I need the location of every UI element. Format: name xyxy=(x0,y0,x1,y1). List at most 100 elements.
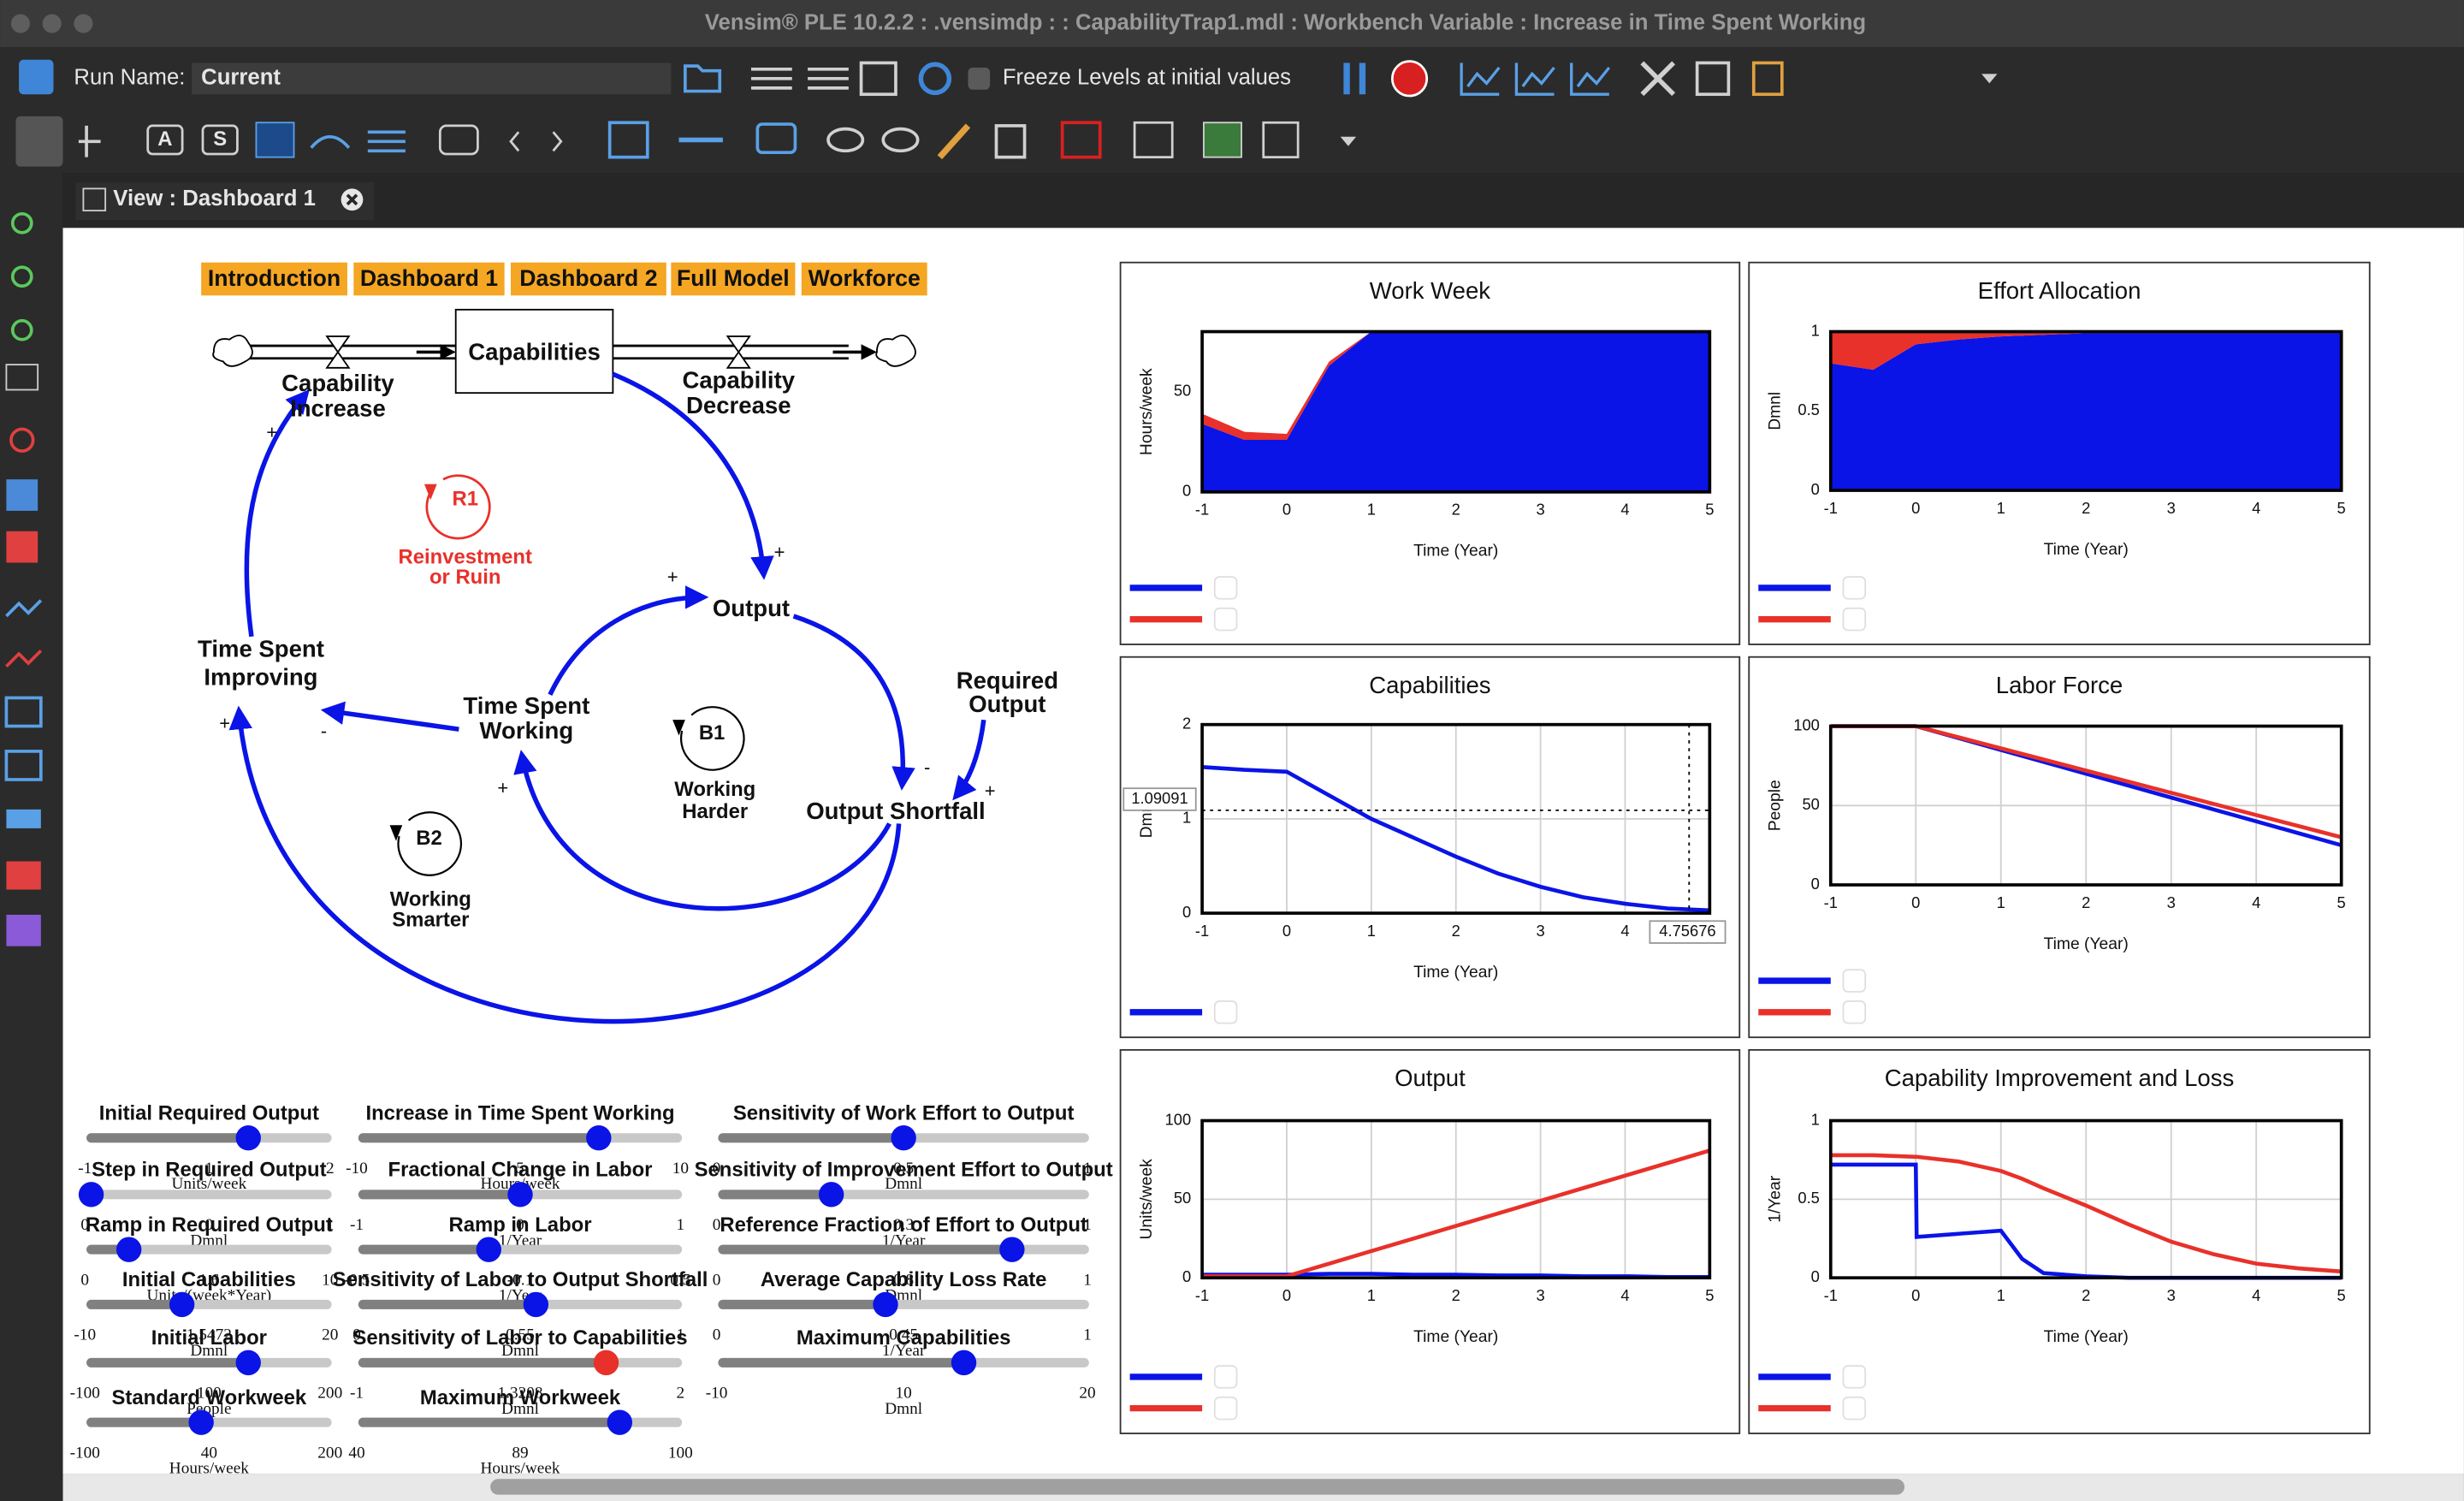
tool-fit[interactable] xyxy=(607,121,649,159)
nav-button[interactable] xyxy=(671,262,796,296)
close-button[interactable] xyxy=(10,14,30,33)
stop-icon[interactable] xyxy=(1390,60,1429,98)
link xyxy=(548,585,709,696)
x-tick-label: 5 xyxy=(1705,501,1714,519)
minimize-button[interactable] xyxy=(42,14,62,33)
slider-thumb[interactable] xyxy=(593,1350,619,1376)
sim-icons[interactable] xyxy=(750,67,849,90)
window-icon[interactable] xyxy=(1695,61,1731,97)
slider-value: 1.5472 xyxy=(187,1326,232,1344)
menu-arrow-2[interactable] xyxy=(1340,136,1357,146)
legend-box xyxy=(1213,576,1238,600)
x-tick-label: 5 xyxy=(2337,1286,2346,1304)
tool-delete[interactable] xyxy=(994,124,1027,159)
slider-max: 1 xyxy=(1083,1271,1092,1289)
setup-icon[interactable] xyxy=(859,61,897,97)
tool-causes[interactable] xyxy=(1133,121,1174,159)
chart-title: Capabilities xyxy=(1369,672,1490,698)
slider-unit: Hours/week xyxy=(169,1460,249,1478)
x-tick-label: 2 xyxy=(2082,1286,2090,1304)
graph-tools[interactable] xyxy=(1460,62,1611,96)
tool-image[interactable] xyxy=(1203,122,1242,158)
slider-label: Sensitivity of Labor to Output Shortfall xyxy=(333,1268,708,1291)
slider-value: 40 xyxy=(201,1444,217,1462)
zoom-button[interactable] xyxy=(74,14,93,33)
tree-icon[interactable] xyxy=(1751,61,1784,97)
scrollbar-thumb[interactable] xyxy=(490,1479,1905,1495)
plot-frame xyxy=(1828,1118,2343,1280)
slider-thumb[interactable] xyxy=(891,1125,916,1151)
x-tick-label: 4 xyxy=(1620,1286,1629,1304)
legend-box xyxy=(1842,969,1867,993)
sidebar xyxy=(0,173,60,1501)
tool-brush[interactable] xyxy=(937,123,971,160)
chart-title: Work Week xyxy=(1370,277,1490,304)
slider-label: Reference Fraction of Effort to Output xyxy=(720,1213,1087,1237)
tool-edit[interactable] xyxy=(1262,121,1300,159)
slider-thumb[interactable] xyxy=(169,1291,195,1318)
sidebar-icons[interactable] xyxy=(4,211,43,946)
slider-label: Initial Labor xyxy=(151,1326,267,1350)
tool-variable[interactable] xyxy=(438,124,479,156)
loop-label: Working xyxy=(674,778,755,801)
x-tick-label: 2 xyxy=(1452,922,1460,940)
slider-min: 0 xyxy=(713,1216,721,1234)
slider-label: Sensitivity of Labor to Capabilities xyxy=(352,1326,687,1350)
nav-button[interactable] xyxy=(510,262,666,296)
nav-button[interactable] xyxy=(801,262,927,296)
nav-button[interactable] xyxy=(201,262,347,296)
freeze-checkbox[interactable] xyxy=(968,67,991,90)
slider-thumb[interactable] xyxy=(476,1237,501,1262)
tool-hide[interactable] xyxy=(881,127,920,153)
open-icon[interactable] xyxy=(684,64,722,93)
tools-icon[interactable] xyxy=(1640,61,1676,97)
tool-graph[interactable] xyxy=(255,122,295,158)
cursor-y-label: 1.09091 xyxy=(1131,789,1188,807)
tool-shadow[interactable] xyxy=(509,131,563,152)
nav-label: Full Model xyxy=(677,265,790,291)
slider-thumb[interactable] xyxy=(507,1182,533,1207)
menu-arrow[interactable] xyxy=(1981,74,1998,84)
legend-box xyxy=(1213,1365,1238,1389)
reset-icon[interactable] xyxy=(918,62,952,96)
loop-label: or Ruin xyxy=(429,566,501,589)
x-tick-label: 3 xyxy=(1536,501,1544,519)
slider-thumb[interactable] xyxy=(999,1237,1025,1262)
tool-equation[interactable] xyxy=(1060,121,1102,159)
tool-eye[interactable] xyxy=(826,127,865,153)
save-icon[interactable] xyxy=(19,59,54,95)
tool-a[interactable] xyxy=(146,124,184,156)
move-icon[interactable] xyxy=(78,125,101,157)
slider-thumb[interactable] xyxy=(951,1350,977,1376)
tool-comment[interactable] xyxy=(755,122,797,154)
slider-thumb[interactable] xyxy=(116,1237,142,1262)
y-tick-label: 2 xyxy=(1182,715,1191,733)
run-name-field[interactable] xyxy=(192,62,672,95)
slider-thumb[interactable] xyxy=(235,1125,261,1151)
x-tick-label: 0 xyxy=(1911,499,1920,517)
nav-button[interactable] xyxy=(353,262,505,296)
slider-thumb[interactable] xyxy=(586,1125,612,1151)
loop-b2 xyxy=(397,811,463,876)
slider-thumb[interactable] xyxy=(78,1182,104,1207)
slider-min: 40 xyxy=(348,1444,364,1462)
tool-s[interactable] xyxy=(201,124,239,156)
lock-icon[interactable] xyxy=(15,116,63,167)
x-tick-label: -1 xyxy=(1824,893,1838,911)
slider-thumb[interactable] xyxy=(818,1182,844,1207)
cursor-x-label: 4.75676 xyxy=(1659,922,1715,940)
node-label: Time Spent xyxy=(463,692,589,719)
y-tick-label: 0 xyxy=(1182,482,1191,500)
slider-min: -100 xyxy=(70,1444,100,1462)
slider-thumb[interactable] xyxy=(235,1350,261,1376)
slider-thumb[interactable] xyxy=(607,1409,633,1435)
tool-arrows[interactable] xyxy=(310,130,406,153)
pause-icon[interactable] xyxy=(1343,62,1366,95)
slider-thumb[interactable] xyxy=(873,1291,898,1318)
tab[interactable] xyxy=(75,182,375,221)
slider-max: 1 xyxy=(326,1216,335,1234)
slider-thumb[interactable] xyxy=(188,1409,214,1435)
slider-thumb[interactable] xyxy=(523,1291,549,1318)
polarity: - xyxy=(924,756,930,778)
slider-max: 0.5 xyxy=(670,1271,690,1289)
